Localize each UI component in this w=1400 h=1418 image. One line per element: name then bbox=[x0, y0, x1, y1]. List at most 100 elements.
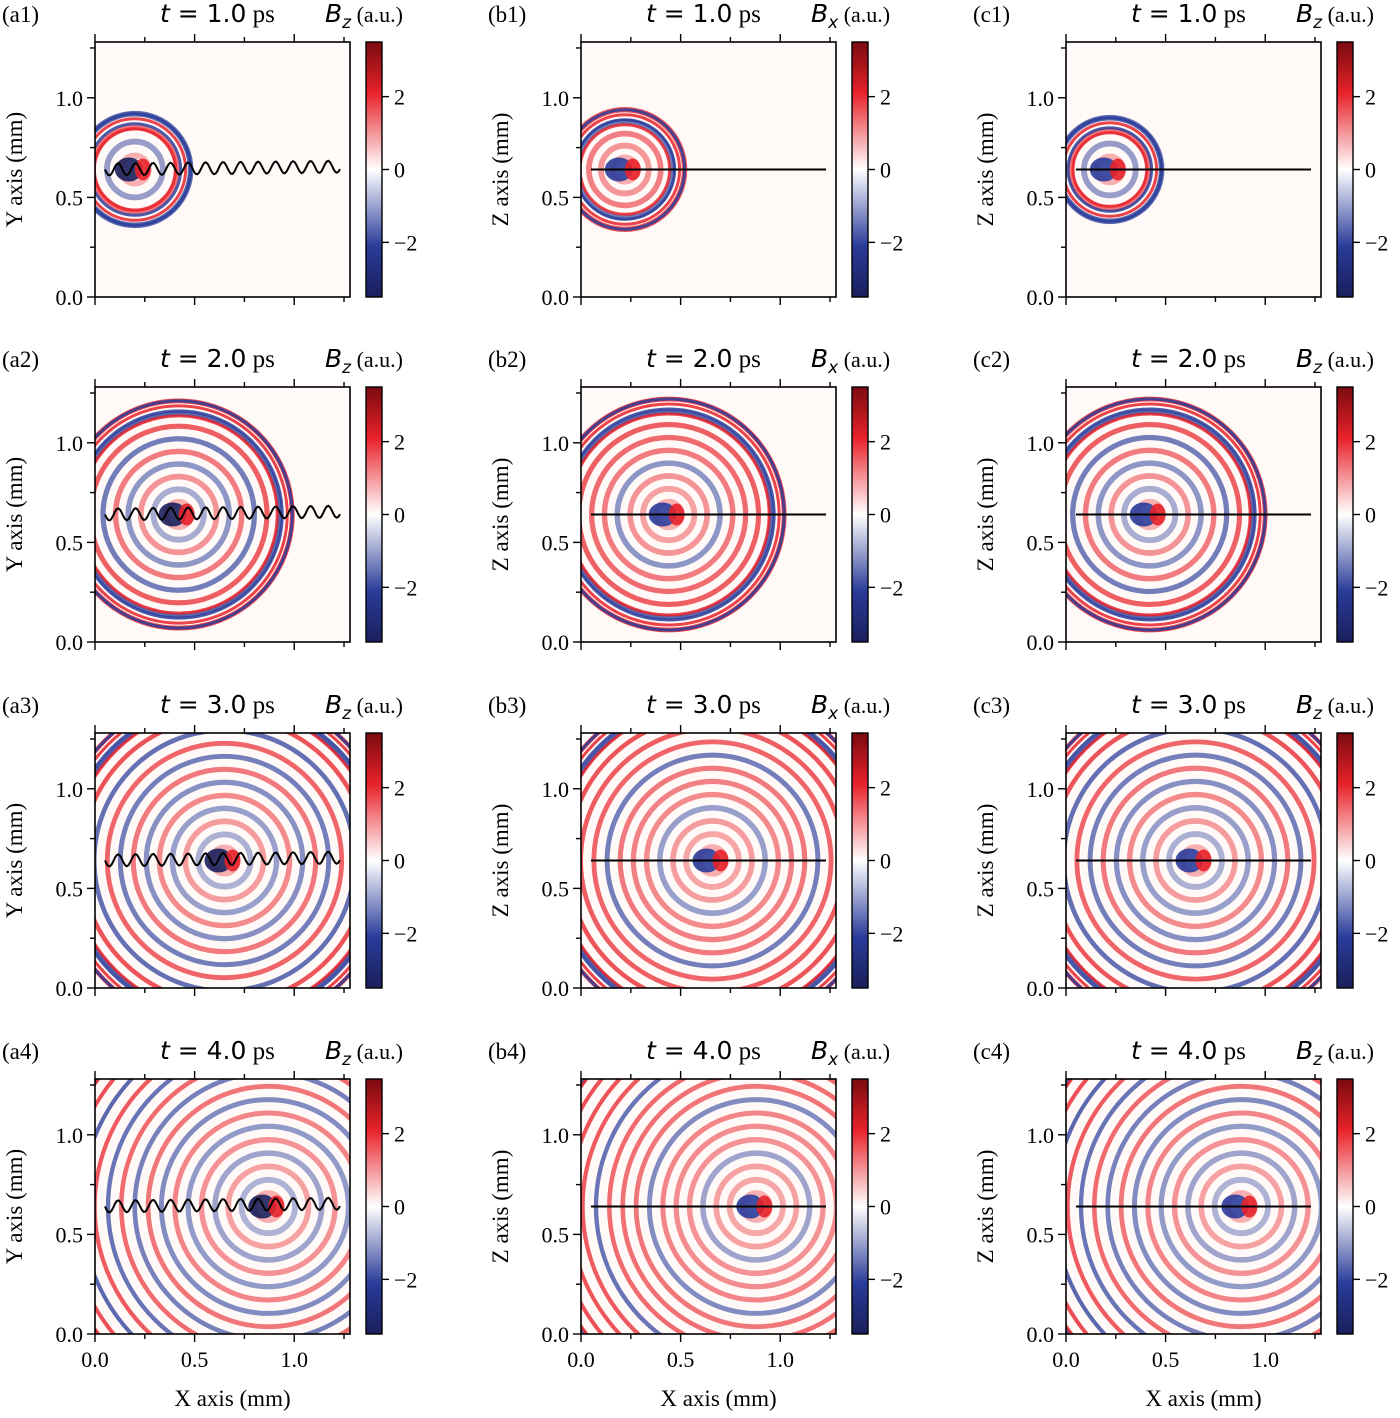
x-tick-label: 1.0 bbox=[766, 1347, 794, 1372]
colorbar-tick-label: −2 bbox=[394, 575, 417, 600]
field-label: Bz (a.u.) bbox=[325, 690, 403, 724]
time-title: t = 1.0 ps bbox=[646, 0, 761, 28]
colorbar-tick-label: 0 bbox=[880, 158, 891, 183]
colorbar-tick-label: 2 bbox=[880, 85, 891, 110]
time-title: t = 1.0 ps bbox=[1131, 0, 1246, 28]
source-core-positive bbox=[134, 158, 151, 181]
colorbar-gradient bbox=[1336, 41, 1354, 298]
y-tick-label: 1.0 bbox=[542, 777, 570, 802]
x-tick-label: 0.5 bbox=[667, 1347, 695, 1372]
colorbar-tick-label: −2 bbox=[394, 921, 417, 946]
colorbar-tick-label: 0 bbox=[394, 1195, 405, 1220]
y-axis-label: Y axis (mm) bbox=[2, 457, 27, 572]
plot-frame bbox=[1065, 386, 1322, 643]
colorbar-tick-label: 0 bbox=[1365, 503, 1376, 528]
y-axis-label: Z axis (mm) bbox=[973, 1150, 998, 1264]
y-axis-label: Z axis (mm) bbox=[973, 804, 998, 918]
source-core-negative bbox=[158, 502, 187, 527]
wavefront bbox=[95, 112, 193, 227]
y-axis-label: Z axis (mm) bbox=[973, 458, 998, 572]
y-tick-label: 0.0 bbox=[56, 285, 84, 310]
colorbar-tick-label: 2 bbox=[880, 430, 891, 455]
colorbar-tick-label: 2 bbox=[1365, 776, 1376, 801]
colorbar: −2 0 2 bbox=[851, 1078, 903, 1335]
colorbar-tick-label: 2 bbox=[394, 776, 405, 801]
colorbar-gradient bbox=[365, 41, 383, 298]
y-axis-label: Z axis (mm) bbox=[488, 804, 513, 918]
colorbar: −2 0 2 bbox=[1336, 732, 1388, 989]
y-tick-label: 1.0 bbox=[542, 431, 570, 456]
colorbar-tick-label: −2 bbox=[1365, 1267, 1388, 1292]
wavefront bbox=[95, 122, 183, 217]
colorbar-tick-label: −2 bbox=[880, 575, 903, 600]
panel-b4: 0.0 0.5 1.0 0.0 0.5 1.0 X axis (mm) Z axis (mm)… bbox=[488, 1036, 903, 1411]
y-tick-label: 1.0 bbox=[56, 777, 84, 802]
colorbar-tick-label: 2 bbox=[1365, 1122, 1376, 1147]
y-tick-label: 0.0 bbox=[56, 976, 84, 1001]
colorbar: −2 0 2 bbox=[1336, 1078, 1388, 1335]
wavefront bbox=[95, 399, 294, 630]
field-label: Bz (a.u.) bbox=[325, 0, 403, 33]
x-axis-label: X axis (mm) bbox=[1145, 1386, 1261, 1411]
source-core-positive bbox=[224, 849, 241, 872]
colorbar-gradient bbox=[851, 386, 869, 643]
panel-b1: 0.0 0.5 1.0 Z axis (mm) (b1) t = 1.0 ps Bx (a.… bbox=[488, 0, 903, 310]
y-axis-label: Y axis (mm) bbox=[2, 1149, 27, 1264]
y-tick-label: 1.0 bbox=[1027, 86, 1055, 111]
colorbar: −2 0 2 bbox=[365, 732, 417, 989]
panel-label: (a4) bbox=[2, 1039, 39, 1064]
panel-label: (b1) bbox=[488, 2, 526, 27]
plot-frame bbox=[580, 732, 837, 989]
y-tick-label: 1.0 bbox=[56, 1123, 84, 1148]
field-label: Bx (a.u.) bbox=[811, 0, 890, 33]
wave-ring bbox=[581, 1079, 642, 1334]
x-axis-label: X axis (mm) bbox=[660, 1386, 776, 1411]
wave-ring bbox=[95, 411, 283, 618]
y-tick-label: 1.0 bbox=[542, 86, 570, 111]
wavy-axis-line bbox=[104, 850, 341, 868]
colorbar: −2 0 2 bbox=[1336, 41, 1388, 298]
x-tick-label: 0.0 bbox=[567, 1347, 595, 1372]
panel-c3: 0.0 0.5 1.0 Z axis (mm) (c3) t = 3.0 ps Bz (a.… bbox=[973, 690, 1388, 1001]
y-tick-label: 0.5 bbox=[56, 530, 84, 555]
x-tick-label: 0.0 bbox=[1052, 1347, 1080, 1372]
y-tick-label: 1.0 bbox=[56, 86, 84, 111]
y-tick-label: 0.5 bbox=[542, 1222, 570, 1247]
colorbar-gradient bbox=[365, 732, 383, 989]
panel-label: (c1) bbox=[973, 2, 1010, 27]
colorbar-tick-label: 2 bbox=[394, 430, 405, 455]
y-tick-label: 0.0 bbox=[542, 630, 570, 655]
wavy-axis-line bbox=[104, 159, 341, 177]
plot-frame bbox=[94, 41, 351, 298]
wave-ring bbox=[105, 1079, 175, 1334]
colorbar-tick-label: 2 bbox=[394, 1122, 405, 1147]
wave-ring bbox=[132, 1079, 350, 1334]
y-tick-label: 1.0 bbox=[1027, 777, 1055, 802]
time-title: t = 4.0 ps bbox=[646, 1036, 761, 1065]
colorbar: −2 0 2 bbox=[851, 41, 903, 298]
time-title: t = 3.0 ps bbox=[160, 690, 275, 719]
wave-ring bbox=[1066, 1079, 1127, 1334]
y-tick-label: 0.0 bbox=[542, 285, 570, 310]
colorbar: −2 0 2 bbox=[1336, 386, 1388, 643]
y-tick-label: 0.5 bbox=[1027, 530, 1055, 555]
y-tick-label: 0.0 bbox=[1027, 630, 1055, 655]
y-tick-label: 0.5 bbox=[542, 530, 570, 555]
colorbar-tick-label: 2 bbox=[880, 776, 891, 801]
wavefront bbox=[95, 117, 188, 222]
colorbar-gradient bbox=[851, 732, 869, 989]
wave-ring bbox=[150, 486, 207, 543]
panel-a2: 0.0 0.5 1.0 Y axis (mm) (a2) t = 2.0 ps Bz (a.… bbox=[2, 344, 417, 655]
time-title: t = 2.0 ps bbox=[1131, 344, 1246, 373]
y-tick-label: 0.5 bbox=[56, 1222, 84, 1247]
plot-frame bbox=[1065, 732, 1322, 989]
wave-ring bbox=[156, 792, 293, 929]
colorbar-tick-label: 0 bbox=[880, 503, 891, 528]
y-axis-label: Z axis (mm) bbox=[973, 113, 998, 227]
x-tick-label: 0.0 bbox=[81, 1347, 109, 1372]
panel-b2: 0.0 0.5 1.0 Z axis (mm) (b2) t = 2.0 ps Bx (a.… bbox=[488, 344, 903, 655]
field-label: Bz (a.u.) bbox=[325, 344, 403, 378]
colorbar-gradient bbox=[851, 41, 869, 298]
colorbar-tick-label: 0 bbox=[394, 849, 405, 874]
